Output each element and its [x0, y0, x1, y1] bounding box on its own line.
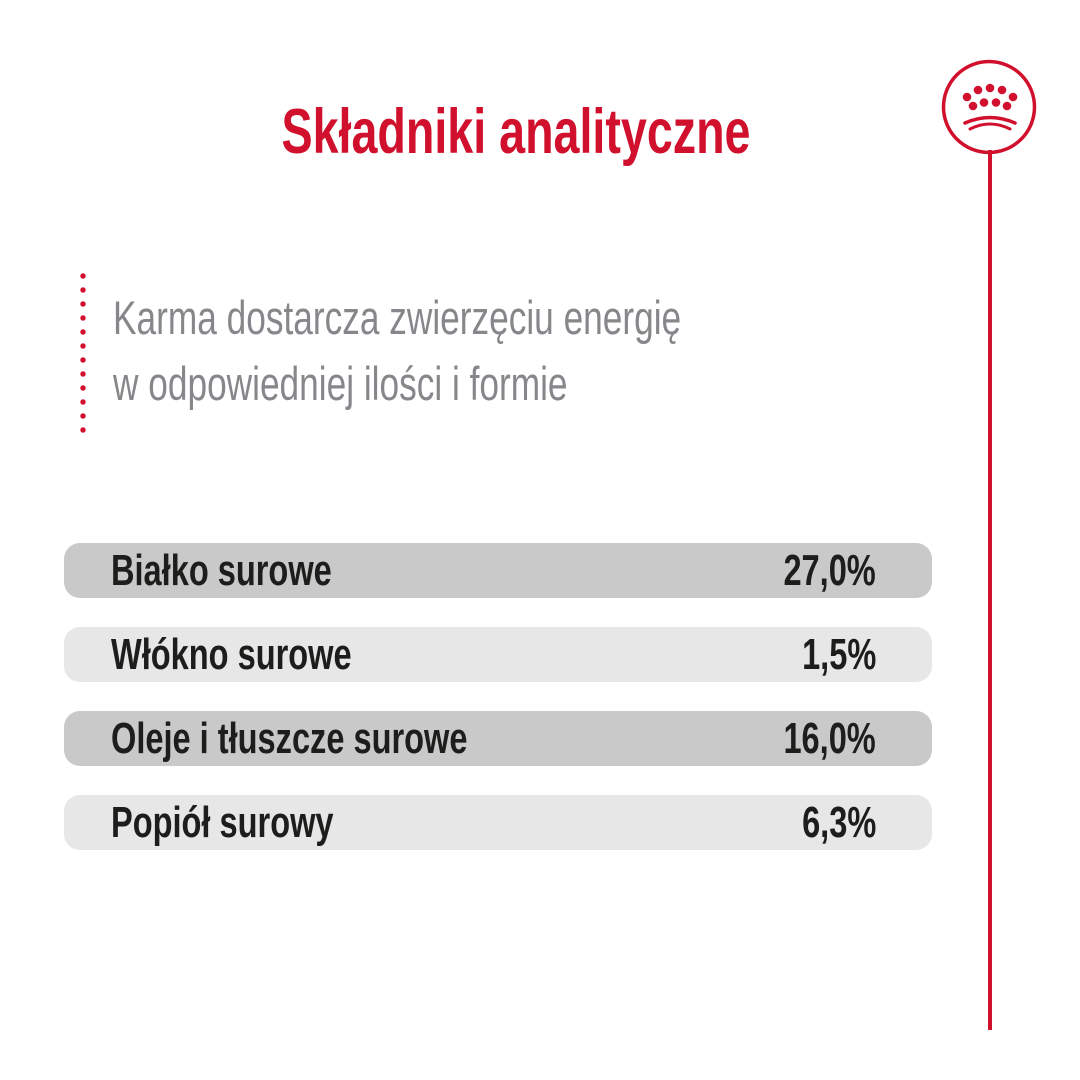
crown-icon: [962, 83, 1018, 131]
intro-text: Karma dostarcza zwierzęciu energię w odp…: [113, 285, 681, 417]
row-label: Włókno surowe: [111, 629, 352, 679]
row-label: Popiół surowy: [111, 797, 334, 847]
row-value: 16,0%: [783, 713, 876, 763]
vertical-accent-line: [988, 150, 992, 1030]
row-value: 6,3%: [801, 797, 876, 847]
table-row: Białko surowe 27,0%: [64, 543, 932, 598]
row-label: Oleje i tłuszcze surowe: [111, 713, 468, 763]
table-row: Włókno surowe 1,5%: [64, 627, 932, 682]
page-title: Składniki analityczne: [281, 97, 751, 167]
table-row: Oleje i tłuszcze surowe 16,0%: [64, 711, 932, 766]
analytical-constituents-table: Białko surowe 27,0% Włókno surowe 1,5% O…: [64, 543, 932, 879]
row-value: 27,0%: [783, 545, 876, 595]
dotted-accent-line: [80, 272, 86, 440]
table-row: Popiół surowy 6,3%: [64, 795, 932, 850]
intro-line-1: Karma dostarcza zwierzęciu energię: [113, 291, 682, 344]
row-label: Białko surowe: [111, 545, 332, 595]
row-value: 1,5%: [801, 629, 876, 679]
intro-line-2: w odpowiedniej ilości i formie: [113, 357, 568, 410]
logo-circle: [941, 59, 1037, 155]
royal-canin-logo: [941, 59, 1037, 155]
